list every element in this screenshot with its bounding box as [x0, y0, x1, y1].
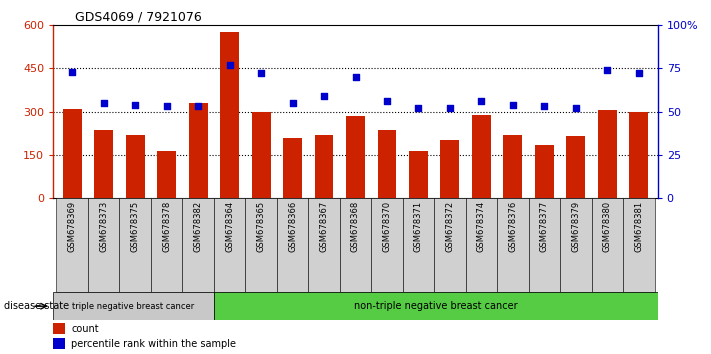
Text: GSM678373: GSM678373: [100, 201, 108, 252]
Text: GSM678381: GSM678381: [634, 201, 643, 252]
Point: [193, 103, 204, 109]
FancyBboxPatch shape: [277, 198, 309, 292]
Bar: [441, 141, 459, 198]
Point: [476, 98, 487, 104]
Text: disease state: disease state: [4, 301, 69, 311]
Point: [67, 69, 78, 74]
Bar: [53, 324, 65, 334]
FancyBboxPatch shape: [497, 198, 528, 292]
FancyBboxPatch shape: [245, 198, 277, 292]
FancyBboxPatch shape: [434, 198, 466, 292]
Text: triple negative breast cancer: triple negative breast cancer: [73, 302, 195, 311]
Text: GSM678371: GSM678371: [414, 201, 423, 252]
FancyBboxPatch shape: [88, 198, 119, 292]
Bar: [378, 130, 397, 198]
Text: GSM678382: GSM678382: [193, 201, 203, 252]
Text: GSM678365: GSM678365: [257, 201, 266, 252]
Bar: [283, 137, 302, 198]
Point: [602, 67, 613, 73]
Text: GSM678375: GSM678375: [131, 201, 139, 252]
Text: GSM678370: GSM678370: [383, 201, 392, 252]
Bar: [220, 32, 239, 198]
FancyBboxPatch shape: [309, 198, 340, 292]
FancyBboxPatch shape: [183, 198, 214, 292]
Bar: [126, 135, 144, 198]
Bar: [346, 116, 365, 198]
Bar: [252, 112, 270, 198]
Point: [633, 70, 644, 76]
FancyBboxPatch shape: [214, 292, 658, 320]
Text: non-triple negative breast cancer: non-triple negative breast cancer: [354, 301, 518, 311]
Point: [350, 74, 361, 80]
Bar: [188, 103, 208, 198]
Point: [319, 93, 330, 99]
Point: [444, 105, 456, 111]
Point: [381, 98, 392, 104]
Point: [255, 70, 267, 76]
Text: GDS4069 / 7921076: GDS4069 / 7921076: [75, 11, 201, 24]
FancyBboxPatch shape: [371, 198, 402, 292]
Text: GSM678378: GSM678378: [162, 201, 171, 252]
Bar: [314, 135, 333, 198]
Bar: [95, 130, 113, 198]
Bar: [503, 135, 523, 198]
FancyBboxPatch shape: [53, 292, 214, 320]
Point: [413, 105, 424, 111]
FancyBboxPatch shape: [466, 198, 497, 292]
FancyBboxPatch shape: [592, 198, 623, 292]
FancyBboxPatch shape: [528, 198, 560, 292]
Point: [287, 100, 298, 105]
Point: [161, 103, 172, 109]
Text: GSM678374: GSM678374: [477, 201, 486, 252]
Bar: [535, 145, 554, 198]
FancyBboxPatch shape: [623, 198, 655, 292]
FancyBboxPatch shape: [151, 198, 183, 292]
Bar: [409, 151, 428, 198]
Point: [129, 102, 141, 107]
Bar: [53, 338, 65, 349]
Bar: [598, 110, 616, 198]
FancyBboxPatch shape: [560, 198, 592, 292]
Bar: [157, 151, 176, 198]
Text: GSM678380: GSM678380: [603, 201, 611, 252]
FancyBboxPatch shape: [214, 198, 245, 292]
Bar: [63, 109, 82, 198]
Text: count: count: [71, 324, 99, 334]
Text: GSM678372: GSM678372: [445, 201, 454, 252]
Text: GSM678369: GSM678369: [68, 201, 77, 252]
FancyBboxPatch shape: [56, 198, 88, 292]
Point: [570, 105, 582, 111]
FancyBboxPatch shape: [340, 198, 371, 292]
Point: [507, 102, 518, 107]
FancyBboxPatch shape: [402, 198, 434, 292]
Text: GSM678364: GSM678364: [225, 201, 234, 252]
Text: percentile rank within the sample: percentile rank within the sample: [71, 339, 237, 349]
Point: [224, 62, 235, 68]
Text: GSM678377: GSM678377: [540, 201, 549, 252]
Text: GSM678376: GSM678376: [508, 201, 518, 252]
Bar: [567, 136, 585, 198]
FancyBboxPatch shape: [119, 198, 151, 292]
Text: GSM678367: GSM678367: [319, 201, 328, 252]
Bar: [472, 115, 491, 198]
Text: GSM678366: GSM678366: [288, 201, 297, 252]
Point: [539, 103, 550, 109]
Point: [98, 100, 109, 105]
Text: GSM678368: GSM678368: [351, 201, 360, 252]
Bar: [629, 112, 648, 198]
Text: GSM678379: GSM678379: [572, 201, 580, 252]
